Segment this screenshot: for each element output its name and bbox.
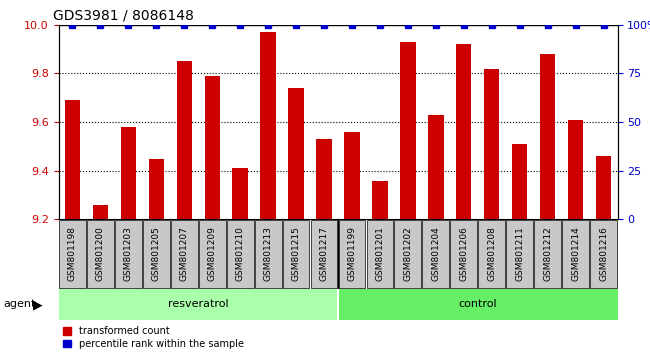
FancyBboxPatch shape (450, 220, 477, 288)
FancyBboxPatch shape (339, 220, 365, 288)
Text: GSM801199: GSM801199 (348, 227, 356, 281)
FancyBboxPatch shape (227, 220, 254, 288)
FancyBboxPatch shape (367, 220, 393, 288)
FancyBboxPatch shape (339, 289, 630, 320)
FancyBboxPatch shape (422, 220, 449, 288)
Bar (261, 32, 276, 219)
Bar (233, 169, 248, 219)
FancyBboxPatch shape (478, 220, 505, 288)
Text: GSM801214: GSM801214 (571, 227, 580, 281)
Text: GSM801210: GSM801210 (236, 227, 244, 281)
FancyBboxPatch shape (395, 220, 421, 288)
Text: GSM801213: GSM801213 (264, 227, 272, 281)
FancyBboxPatch shape (115, 220, 142, 288)
Bar (205, 76, 220, 219)
FancyBboxPatch shape (87, 220, 114, 288)
Bar (428, 115, 443, 219)
Text: GSM801202: GSM801202 (404, 227, 412, 281)
Text: GSM801212: GSM801212 (543, 227, 552, 281)
Bar (512, 144, 527, 219)
Text: GSM801206: GSM801206 (460, 227, 468, 281)
FancyBboxPatch shape (199, 220, 226, 288)
Text: GSM801211: GSM801211 (515, 227, 524, 281)
Text: GDS3981 / 8086148: GDS3981 / 8086148 (53, 8, 194, 22)
Text: GSM801207: GSM801207 (180, 227, 188, 281)
Bar (372, 181, 387, 219)
Bar (344, 132, 359, 219)
Bar (93, 205, 108, 219)
FancyBboxPatch shape (143, 220, 170, 288)
Text: GSM801217: GSM801217 (320, 227, 328, 281)
Text: GSM801198: GSM801198 (68, 227, 77, 281)
Bar (177, 61, 192, 219)
Text: GSM801205: GSM801205 (152, 227, 161, 281)
FancyBboxPatch shape (311, 220, 337, 288)
Text: resveratrol: resveratrol (168, 299, 229, 309)
Bar (289, 88, 304, 219)
Text: control: control (458, 299, 497, 309)
Bar (596, 156, 611, 219)
FancyBboxPatch shape (590, 220, 617, 288)
FancyBboxPatch shape (59, 289, 337, 320)
Bar (540, 54, 555, 219)
FancyBboxPatch shape (506, 220, 533, 288)
Text: GSM801215: GSM801215 (292, 227, 300, 281)
Text: GSM801204: GSM801204 (432, 227, 440, 281)
Legend: transformed count, percentile rank within the sample: transformed count, percentile rank withi… (63, 326, 244, 349)
Text: GSM801203: GSM801203 (124, 227, 133, 281)
Text: ▶: ▶ (32, 298, 42, 311)
FancyBboxPatch shape (534, 220, 561, 288)
Bar (317, 139, 332, 219)
Bar (65, 100, 80, 219)
FancyBboxPatch shape (562, 220, 589, 288)
Text: agent: agent (3, 299, 36, 309)
FancyBboxPatch shape (171, 220, 198, 288)
Text: GSM801216: GSM801216 (599, 227, 608, 281)
Bar (568, 120, 583, 219)
FancyBboxPatch shape (283, 220, 309, 288)
Bar (484, 69, 499, 219)
Bar (400, 42, 415, 219)
FancyBboxPatch shape (255, 220, 281, 288)
Text: GSM801201: GSM801201 (376, 227, 384, 281)
Bar (149, 159, 164, 219)
FancyBboxPatch shape (59, 220, 86, 288)
Bar (456, 44, 471, 219)
Text: GSM801209: GSM801209 (208, 227, 216, 281)
Text: GSM801208: GSM801208 (488, 227, 496, 281)
Text: GSM801200: GSM801200 (96, 227, 105, 281)
Bar (121, 127, 136, 219)
